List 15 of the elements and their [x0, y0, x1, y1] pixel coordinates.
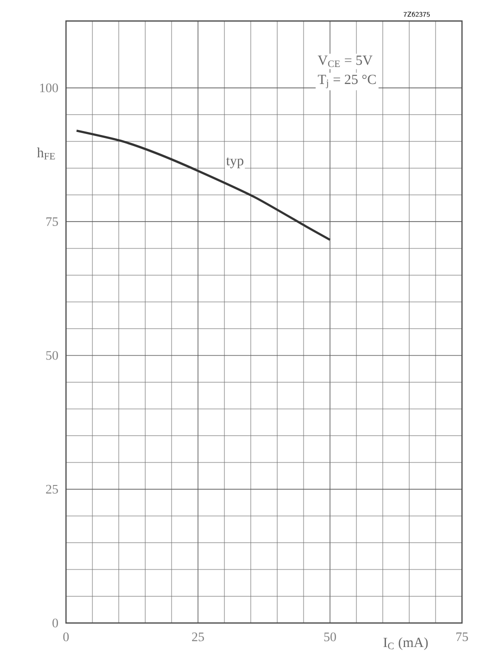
y-tick-label: 75 — [46, 217, 58, 226]
x-tick-label: 0 — [63, 632, 69, 642]
x-tick-label: 25 — [192, 632, 204, 642]
annotation: V$_{CE}$ = 5V — [318, 56, 372, 68]
annotation: T$_{j}$ = 25 °C — [318, 74, 376, 88]
y-tick-label: 50 — [46, 351, 58, 360]
y-axis-title: h$_{FE}$ — [37, 148, 55, 160]
y-tick-label: 100 — [40, 84, 58, 92]
y-tick-label: 25 — [46, 484, 58, 494]
y-tick-label: 0 — [52, 618, 58, 628]
x-axis-title: I$_{C}$ (mA) — [383, 637, 428, 650]
line-series — [75, 130, 332, 241]
annotation: typ — [226, 157, 244, 168]
x-tick-label: 50 — [324, 632, 336, 642]
x-tick-label: 75 — [456, 632, 468, 642]
